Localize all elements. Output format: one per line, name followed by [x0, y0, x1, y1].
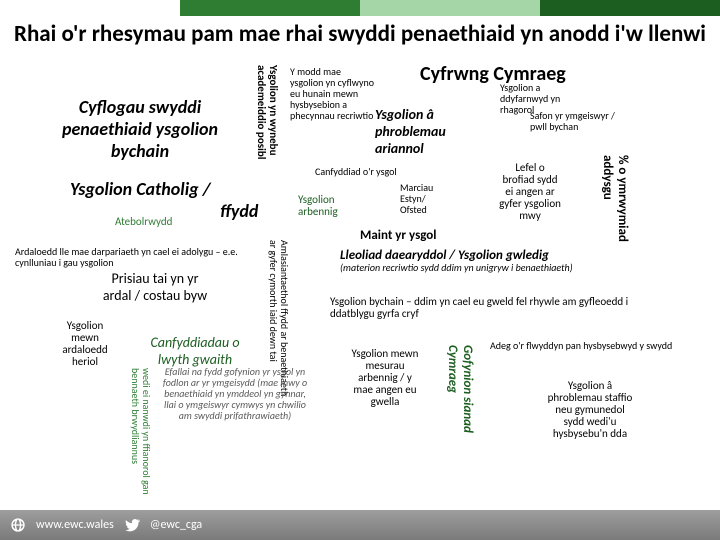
item-mesurau: Ysgolion mewnmesurauarbennig / ymae ange…: [330, 348, 440, 408]
item-staffio: Ysgolion âphroblemau staffioneu gymunedo…: [510, 380, 670, 440]
item-llwyth: Canfyddiadau olwyth gwaith: [130, 334, 260, 368]
item-level: Lefel obrofiad syddei angen argyfer ysgo…: [470, 162, 590, 222]
item-safon: Safon yr ymgeiswyr / pwll bychan: [530, 110, 625, 132]
item-bychain: Ysgolion bychain – ddim yn cael eu gweld…: [330, 296, 640, 320]
page-title: Rhai o'r rhesymau pam mae rhai swyddi pe…: [14, 22, 706, 47]
item-sianad: Gofynion sianad Cymraeg: [445, 345, 475, 475]
item-arbennig: Ysgolionarbennig: [298, 194, 358, 218]
item-academ: Ysgolion yn wynebu academeiddio posibl: [255, 65, 279, 185]
footer-handle: @ewc_cga: [150, 518, 202, 532]
item-cyflog: Cyflogau swyddi penaethiaid ysgolion byc…: [40, 96, 240, 162]
item-wedi: wedi ei nanwdi yn ffianorol gan bennaeth…: [130, 368, 152, 498]
item-materion: (materion recriwtio sydd ddim yn unigryw…: [340, 262, 620, 273]
item-problemau: Ysgolion â phroblemau ariannol: [375, 106, 495, 157]
item-ymodd: Y modd mae ysgolion yn cyflwyno eu hunai…: [290, 66, 375, 121]
item-efallai: Efallai na fydd gofynion yr ysgol yn fod…: [160, 366, 310, 421]
item-canfyddiad: Canfyddiad o'r ysgol: [315, 166, 455, 177]
item-ardaloedd: Ardaloedd lle mae darpariaeth yn cael ei…: [15, 246, 253, 268]
item-heriol: Ysgolionmewnardaloeddheriol: [45, 320, 125, 368]
item-atebol: Atebolrwydd: [115, 216, 172, 228]
item-adeg: Adeg o'r flwyddyn pan hysbysebwyd y swyd…: [490, 340, 705, 351]
twitter-icon: [124, 517, 140, 533]
top-color-bars: [0, 0, 720, 16]
footer-bar: www.ewc.wales @ewc_cga: [0, 510, 720, 540]
item-maint: Maint yr ysgol: [360, 228, 436, 243]
globe-icon: [10, 517, 26, 533]
item-marciau: MarciauEstyn/Ofsted: [400, 182, 460, 215]
item-prisiau: Prisiau tai yn yrardal / costau byw: [70, 270, 240, 304]
footer-url: www.ewc.wales: [36, 518, 114, 532]
